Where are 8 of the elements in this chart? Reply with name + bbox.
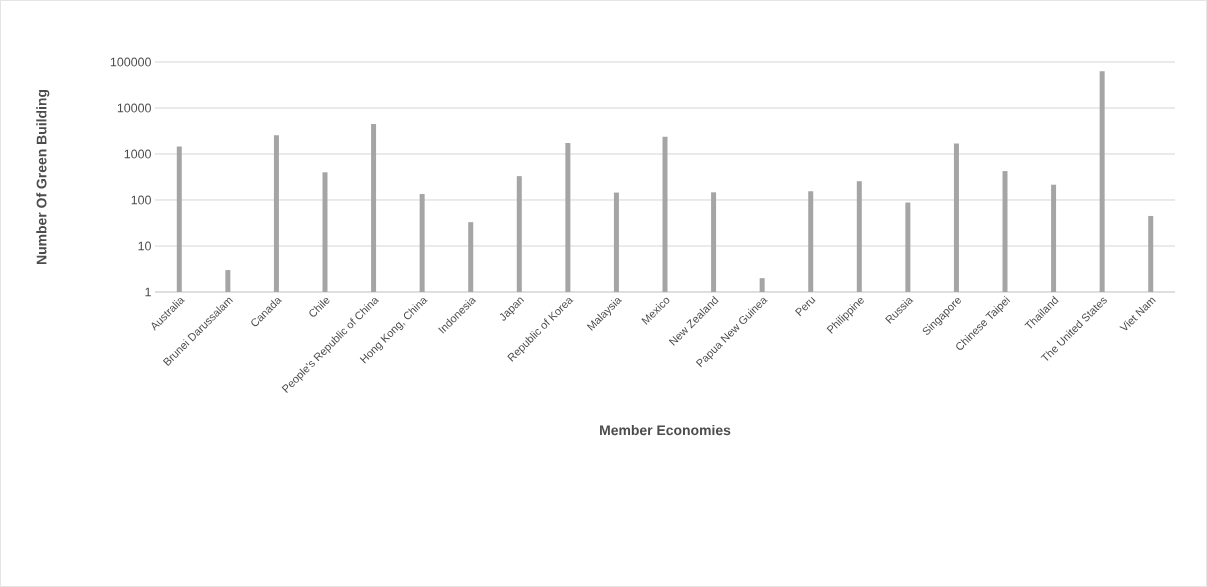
- y-tick-label: 1000: [124, 149, 151, 159]
- x-axis-title: Member Economies: [600, 424, 731, 436]
- y-tick-label: 10: [138, 241, 151, 251]
- y-tick-label: 100000: [110, 57, 151, 67]
- y-axis-title: Number Of Green Building: [36, 89, 50, 265]
- y-tick-label: 10000: [117, 103, 151, 113]
- y-tick-label: 1: [145, 287, 151, 297]
- y-tick-label: 100: [131, 195, 151, 205]
